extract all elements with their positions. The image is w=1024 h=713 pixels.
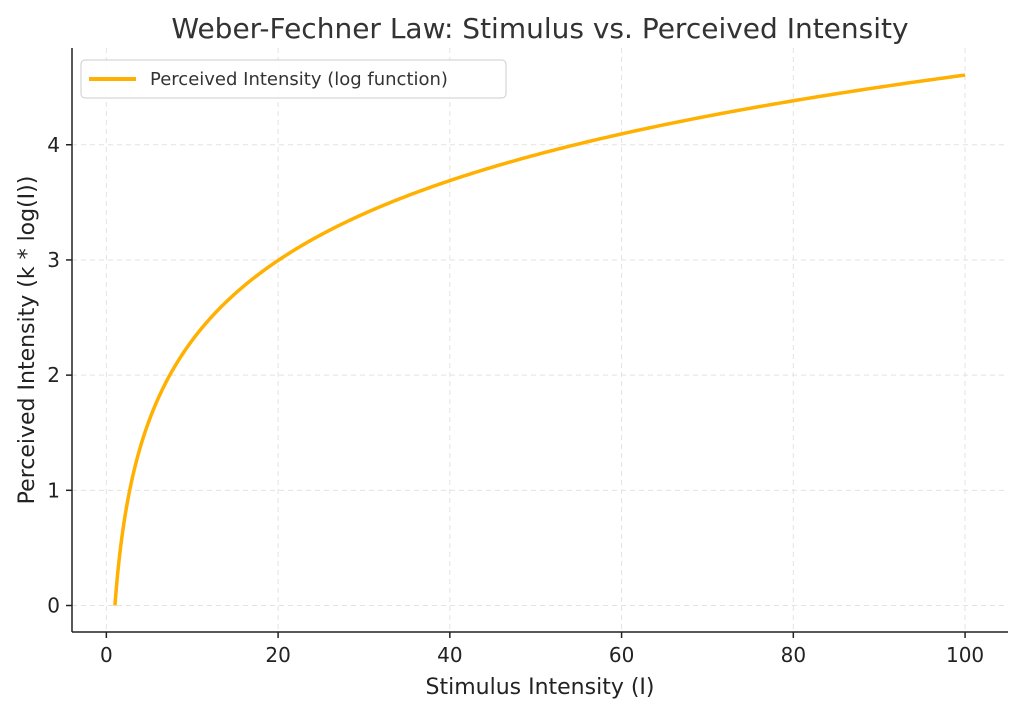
x-tick-label: 60 — [609, 643, 634, 667]
x-tick-label: 0 — [100, 643, 113, 667]
x-axis-label: Stimulus Intensity (I) — [426, 675, 655, 700]
x-tick-label: 80 — [781, 643, 806, 667]
y-tick-label: 1 — [47, 478, 60, 502]
y-axis-ticks: 0 1 2 3 4 — [47, 133, 72, 618]
series-line — [113, 73, 966, 606]
x-axis-ticks: 0 20 40 60 80 100 — [100, 632, 984, 667]
y-tick-label: 0 — [47, 594, 60, 618]
y-axis-label: Perceived Intensity (k * log(I)) — [15, 176, 40, 505]
grid — [72, 48, 1008, 632]
chart-title: Weber-Fechner Law: Stimulus vs. Perceive… — [171, 12, 908, 45]
legend-label: Perceived Intensity (log function) — [150, 69, 448, 90]
y-tick-label: 4 — [47, 133, 60, 157]
legend: Perceived Intensity (log function) — [80, 59, 507, 99]
x-tick-label: 40 — [437, 643, 462, 667]
x-tick-label: 20 — [265, 643, 290, 667]
legend-box — [80, 59, 507, 99]
y-tick-label: 3 — [47, 248, 60, 272]
series-layer — [113, 73, 966, 606]
y-tick-label: 2 — [47, 363, 60, 387]
x-tick-label: 100 — [946, 643, 984, 667]
